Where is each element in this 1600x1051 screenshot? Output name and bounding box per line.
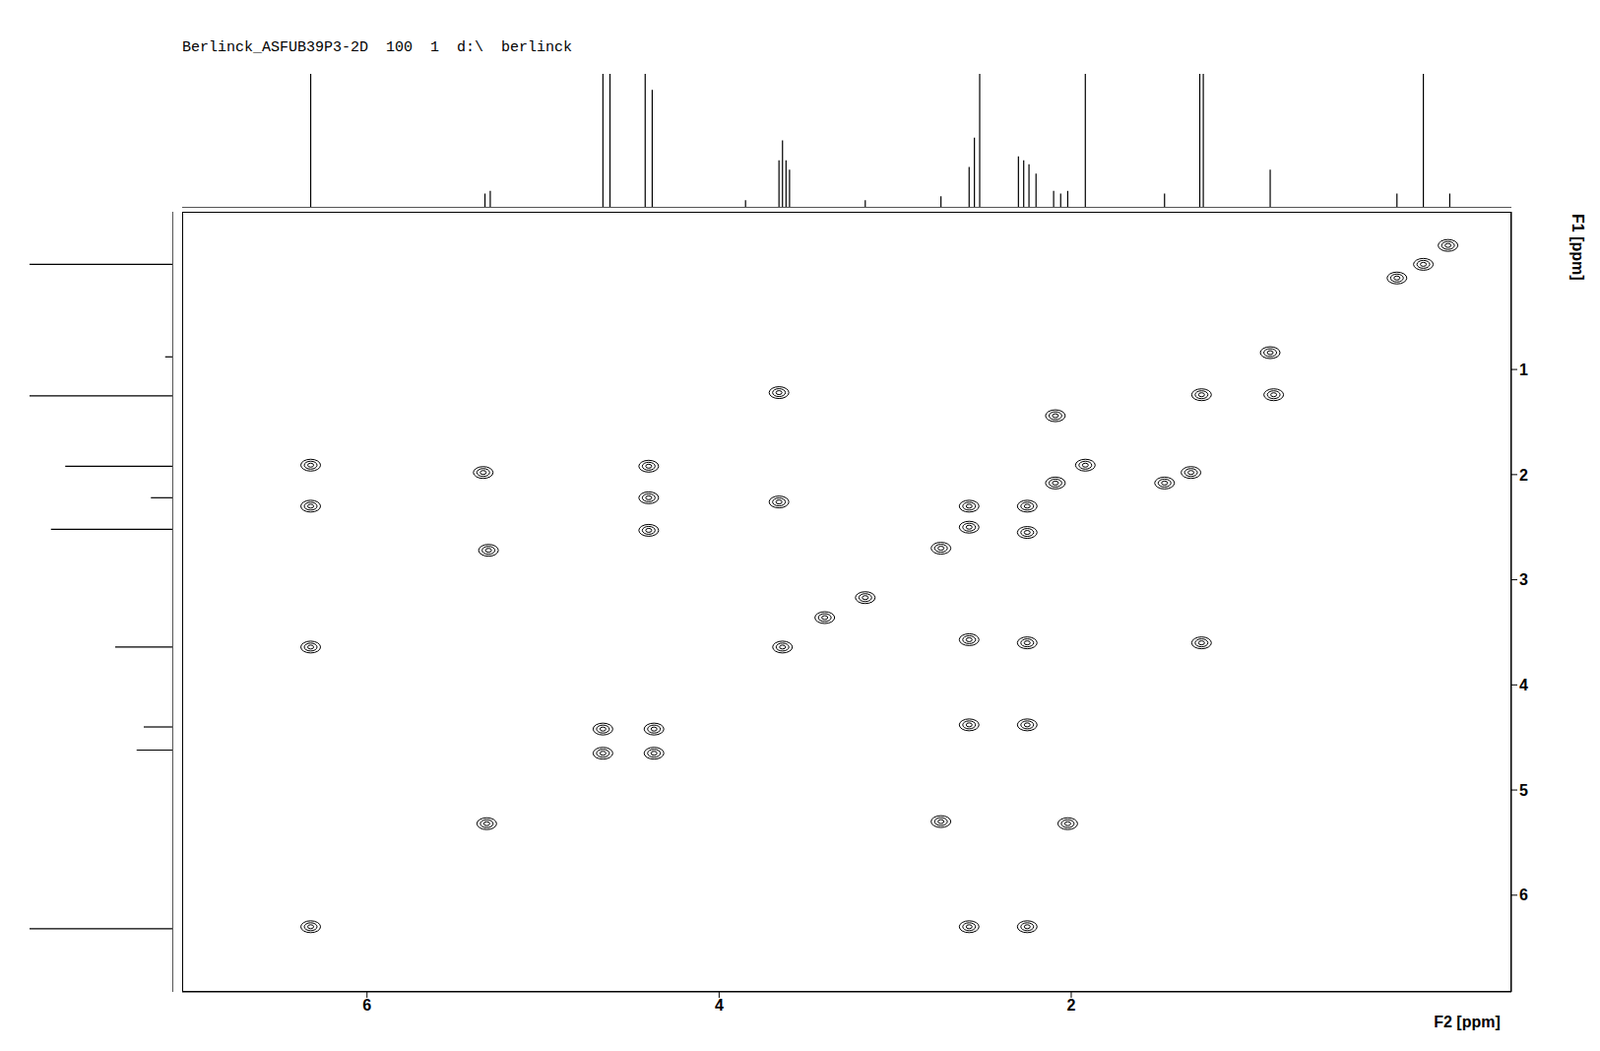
svg-text:2: 2 — [1519, 466, 1529, 484]
html-text:F1 [ppm]: F1 [ppm] — [1569, 213, 1587, 281]
svg-text:6: 6 — [1519, 886, 1529, 903]
svg-text:4: 4 — [1519, 676, 1529, 694]
svg-text:4: 4 — [714, 996, 724, 1014]
svg-text:2: 2 — [1067, 996, 1077, 1014]
svg-text:1: 1 — [1519, 361, 1529, 379]
svg-text:3: 3 — [1519, 571, 1529, 588]
svg-text:5: 5 — [1519, 781, 1529, 799]
html-text:F2 [ppm]: F2 [ppm] — [1433, 1013, 1501, 1030]
svg-text:6: 6 — [362, 996, 372, 1014]
html-text:Berlinck_ASFUB39P3-2D 100 1 d:: Berlinck_ASFUB39P3-2D 100 1 d:\ berlinck — [182, 39, 573, 57]
